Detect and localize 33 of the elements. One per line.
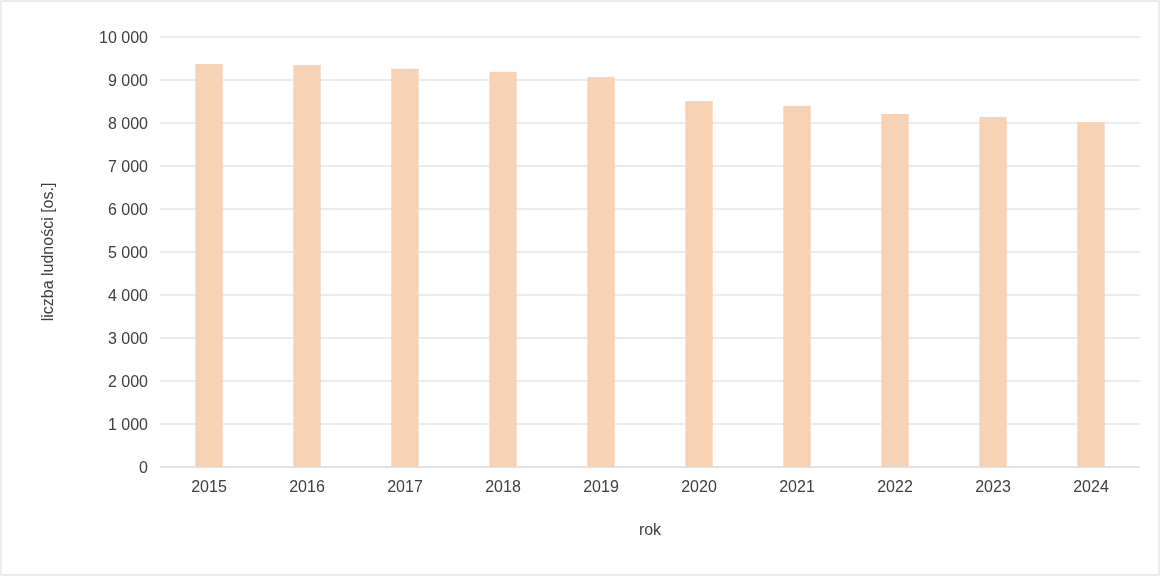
bar: [391, 68, 419, 467]
y-axis-title: liczba ludności [os.]: [39, 182, 56, 322]
y-tick-label: 7 000: [107, 157, 149, 175]
x-tick-label: 2020: [681, 478, 717, 496]
bar: [979, 116, 1007, 467]
x-tick-label: 2015: [191, 478, 227, 496]
y-tick-label: 5 000: [107, 243, 149, 261]
bar: [881, 113, 909, 467]
y-tick-label: 6 000: [107, 200, 149, 218]
y-tick-label: 8 000: [107, 114, 149, 132]
x-tick-label: 2017: [387, 478, 423, 496]
y-tick-label: 4 000: [107, 286, 149, 304]
y-tick-label: 10 000: [99, 28, 149, 46]
x-tick-label: 2023: [975, 478, 1011, 496]
y-tick-label: 3 000: [107, 329, 149, 347]
x-tick-label: 2021: [779, 478, 815, 496]
x-axis-title: rok: [638, 521, 663, 538]
x-tick-label: 2024: [1073, 478, 1109, 496]
y-tick-label: 2 000: [107, 372, 149, 390]
bar: [783, 105, 811, 467]
x-tick-label: 2019: [583, 478, 619, 496]
bar: [685, 101, 713, 467]
y-tick-label: 9 000: [107, 71, 149, 89]
x-tick-label: 2016: [289, 478, 325, 496]
bar: [587, 76, 615, 467]
y-tick-label: 1 000: [107, 415, 149, 433]
bar: [195, 64, 223, 467]
y-tick-label: 0: [139, 458, 149, 476]
bar: [293, 64, 321, 467]
x-tick-label: 2018: [485, 478, 521, 496]
bar: [1077, 122, 1105, 467]
bar: [489, 71, 517, 467]
x-tick-label: 2022: [877, 478, 913, 496]
